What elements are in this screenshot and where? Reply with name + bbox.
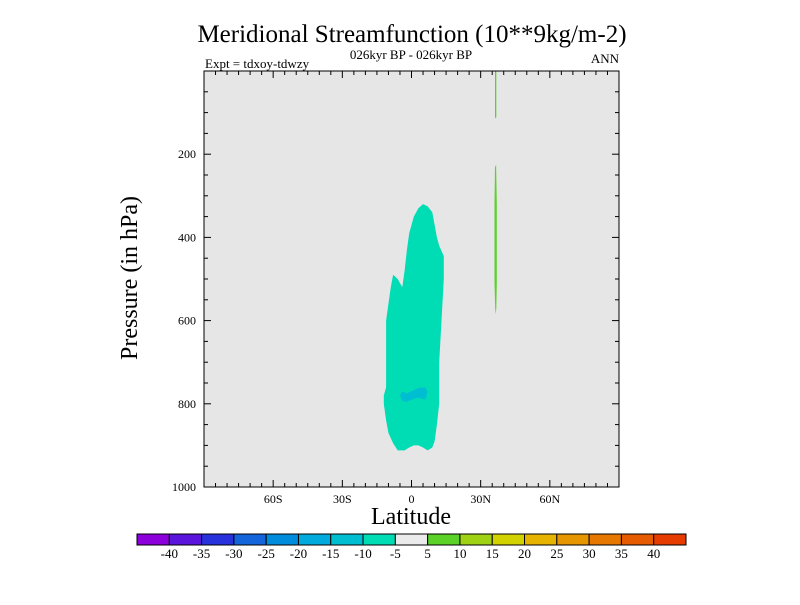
colorbar-label: -35 xyxy=(193,546,210,561)
x-tick-label: 30S xyxy=(333,492,352,506)
colorbar-swatch xyxy=(330,533,364,546)
contour-region-0 xyxy=(383,204,444,451)
colorbar-label: 25 xyxy=(550,546,563,561)
chart-subtitle: 026kyr BP - 026kyr BP xyxy=(350,47,472,62)
colorbar-swatch xyxy=(233,533,267,546)
x-axis-label: Latitude xyxy=(371,504,451,530)
y-tick-label: 800 xyxy=(178,397,196,411)
colorbar-swatch xyxy=(362,533,396,546)
colorbar-label: -10 xyxy=(354,546,371,561)
chart-title: Meridional Streamfunction (10**9kg/m-2) xyxy=(197,21,626,48)
colorbar-swatch xyxy=(556,533,590,546)
colorbar-swatch xyxy=(265,533,299,546)
contour-layer xyxy=(383,71,497,451)
colorbar-label: -5 xyxy=(390,546,401,561)
x-axis: 60S 30S 0 30N 60N xyxy=(203,71,620,506)
y-tick-label: 400 xyxy=(178,230,196,244)
colorbar-label: -40 xyxy=(161,546,178,561)
contour-region-3 xyxy=(494,164,497,315)
colorbar-label: 40 xyxy=(647,546,660,561)
colorbar-swatch xyxy=(459,533,493,546)
colorbar-label: -30 xyxy=(225,546,242,561)
colorbar-swatch xyxy=(653,533,687,546)
y-tick-label: 1000 xyxy=(172,480,196,494)
contour-region-2 xyxy=(495,71,497,119)
colorbar: -40 -35 -30 -25 -20 -15 -10 -5 5 10 15 20 25 30 35 40 xyxy=(136,533,687,561)
colorbar-swatch xyxy=(588,533,622,546)
colorbar-swatch xyxy=(168,533,203,546)
colorbar-swatch xyxy=(394,533,429,546)
colorbar-swatch xyxy=(524,533,558,546)
y-axis: 200 400 600 800 1000 xyxy=(172,70,619,494)
x-tick-label: 60S xyxy=(264,492,283,506)
colorbar-label: 20 xyxy=(518,546,531,561)
x-tick-label: 30N xyxy=(470,492,491,506)
colorbar-swatch xyxy=(201,533,235,546)
season-label: ANN xyxy=(591,51,620,66)
colorbar-swatch xyxy=(136,533,170,546)
colorbar-label: -25 xyxy=(258,546,275,561)
experiment-label: Expt = tdxoy-tdwzy xyxy=(205,56,310,71)
y-tick-label: 600 xyxy=(178,314,196,328)
colorbar-label: 10 xyxy=(453,546,466,561)
colorbar-label: 30 xyxy=(583,546,596,561)
x-tick-label: 0 xyxy=(409,492,415,506)
x-tick-label: 60N xyxy=(539,492,560,506)
contour-region-1 xyxy=(400,387,428,402)
colorbar-label: 15 xyxy=(486,546,499,561)
colorbar-label: 5 xyxy=(424,546,431,561)
colorbar-swatch xyxy=(297,533,332,546)
colorbar-label: -20 xyxy=(290,546,307,561)
colorbar-swatch xyxy=(620,533,655,546)
colorbar-label: 35 xyxy=(615,546,628,561)
y-tick-label: 200 xyxy=(178,147,196,161)
colorbar-swatch xyxy=(491,533,526,546)
colorbar-swatch xyxy=(427,533,461,546)
y-axis-label: Pressure (in hPa) xyxy=(117,196,143,360)
colorbar-label: -15 xyxy=(322,546,339,561)
